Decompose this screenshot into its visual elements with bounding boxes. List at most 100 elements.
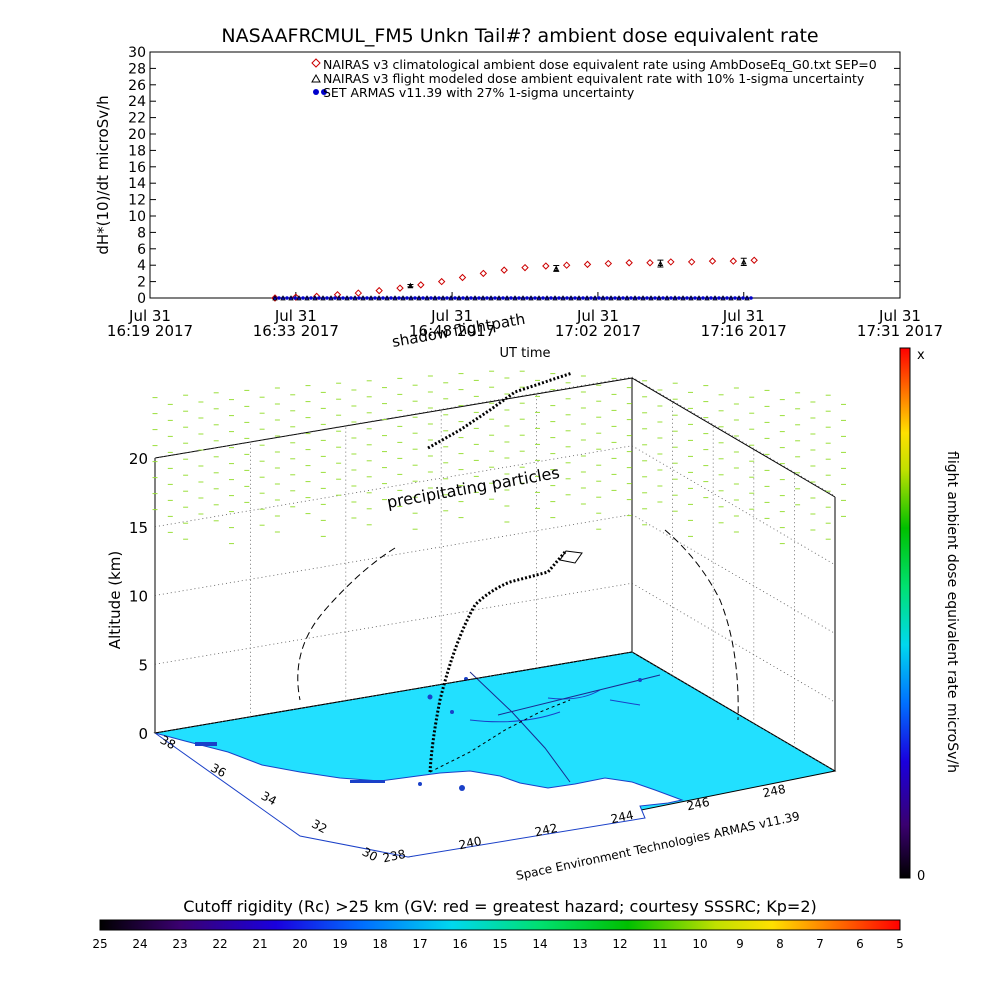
data-point-diamond <box>542 262 550 270</box>
cutoff-colorbar-scale <box>99 919 901 931</box>
data-point-triangle <box>472 295 478 301</box>
data-point-dot <box>549 296 553 300</box>
data-point-triangle <box>624 295 630 301</box>
data-point-diamond <box>354 289 363 297</box>
x-tick-label: Jul 31 <box>576 307 619 325</box>
data-point-dot <box>525 296 529 300</box>
colorbar-bottom-label: 0 <box>917 869 925 884</box>
data-point-errorbar <box>657 259 664 268</box>
data-point-dot <box>533 296 537 300</box>
data-point-dot <box>701 296 705 300</box>
series-nairas-climatological <box>271 256 758 302</box>
data-point-dot <box>661 296 665 300</box>
data-point-triangle <box>272 295 278 301</box>
cutoff-colorbar-title: Cutoff rigidity (Rc) >25 km (GV: red = g… <box>183 897 817 916</box>
cutoff-tick-label: 21 <box>252 937 267 951</box>
land-mass <box>154 732 684 858</box>
data-point-triangle <box>496 295 502 301</box>
data-point-triangle <box>368 295 374 301</box>
altitude-tick-label: 10 <box>129 588 148 606</box>
data-point-dot <box>733 296 737 300</box>
data-point-triangle <box>592 295 598 301</box>
x-tick-label: Jul 31 <box>430 307 473 325</box>
data-point-triangle <box>688 295 694 301</box>
data-point-diamond <box>521 263 529 272</box>
data-point-triangle <box>336 295 342 301</box>
data-point-dot <box>565 296 569 300</box>
x-tick-label: 16:19 2017 <box>107 322 193 340</box>
longitude-tick-label: 242 <box>534 821 559 839</box>
data-point-dot <box>501 296 505 300</box>
data-point-triangle <box>520 295 526 301</box>
data-point-triangle <box>512 295 518 301</box>
plot-frame <box>149 51 901 299</box>
data-point-diamond <box>479 269 488 278</box>
longitude-axis: 238 240 242 244 246 248 <box>382 782 787 865</box>
y-tick-label: 14 <box>128 176 146 192</box>
grid-line <box>154 651 633 734</box>
data-point-diamond <box>396 284 404 292</box>
legend: NAIRAS v3 climatological ambient dose eq… <box>311 57 877 100</box>
data-point-dot <box>301 296 305 300</box>
data-point-triangle <box>616 295 622 301</box>
data-point-diamond <box>646 259 654 267</box>
x-tick-label: 16:48 2017 <box>409 322 495 340</box>
x-tick-label: Jul 31 <box>128 307 171 325</box>
data-point-triangle <box>672 295 678 301</box>
data-point-triangle <box>280 295 286 301</box>
data-point-triangle <box>456 295 462 301</box>
legend-entry-1: NAIRAS v3 climatological ambient dose eq… <box>323 57 877 72</box>
data-point-dot <box>477 296 481 300</box>
legend-entry-3: SET ARMAS v11.39 with 27% 1-sigma uncert… <box>323 85 635 100</box>
data-point-dot <box>277 296 281 300</box>
grid-line <box>154 514 633 596</box>
data-point-dot <box>461 296 465 300</box>
data-point-triangle <box>416 295 422 301</box>
data-point-triangle <box>344 295 350 301</box>
data-point-diamond <box>458 273 467 282</box>
data-point-triangle <box>728 295 734 301</box>
x-tick-label: 17:02 2017 <box>555 322 641 340</box>
y-tick-label: 4 <box>137 258 146 274</box>
cutoff-tick-label: 11 <box>652 937 667 951</box>
y-tick-label: 18 <box>128 143 146 159</box>
data-point-triangle <box>384 295 390 301</box>
data-point-triangle <box>464 295 470 301</box>
data-point-diamond <box>687 258 696 266</box>
data-point-triangle <box>448 295 454 301</box>
data-point-dot <box>725 296 729 300</box>
x-tick-label: Jul 31 <box>274 307 317 325</box>
grid-line <box>631 582 836 703</box>
shadow-flightpath-top <box>427 371 573 450</box>
data-point-dot <box>413 296 417 300</box>
aircraft-marker <box>559 550 583 564</box>
data-point-diamond <box>271 294 279 302</box>
data-point-dot <box>453 296 457 300</box>
data-point-dot <box>581 296 585 300</box>
flight-3d-panel: shadow flightpath precipitating particle… <box>106 310 846 883</box>
shadow-right-wall <box>664 529 739 721</box>
data-point-triangle <box>328 295 334 301</box>
data-point-dot <box>637 296 641 300</box>
longitude-tick-label: 246 <box>686 795 711 813</box>
series-nairas-flight-modeled <box>407 257 747 289</box>
y-tick-label: 24 <box>128 94 146 110</box>
altitude-axis-label: Altitude (km) <box>106 551 124 649</box>
data-point-dot <box>445 296 449 300</box>
data-point-dot <box>285 296 289 300</box>
cutoff-tick-label: 23 <box>172 937 187 951</box>
cutoff-tick-label: 13 <box>572 937 587 951</box>
data-point-diamond <box>729 257 738 265</box>
data-point-triangle <box>360 295 366 301</box>
cutoff-tick-label: 7 <box>816 937 824 951</box>
shadow-left-wall <box>297 547 396 701</box>
legend-marker-dot <box>321 89 327 95</box>
data-point-dot <box>557 296 561 300</box>
legend-marker-diamond <box>311 58 321 68</box>
data-point-dot <box>517 296 521 300</box>
data-point-dot <box>493 296 497 300</box>
grid-lines <box>154 376 836 772</box>
data-point-errorbar <box>740 257 747 267</box>
data-point-dot <box>429 296 433 300</box>
